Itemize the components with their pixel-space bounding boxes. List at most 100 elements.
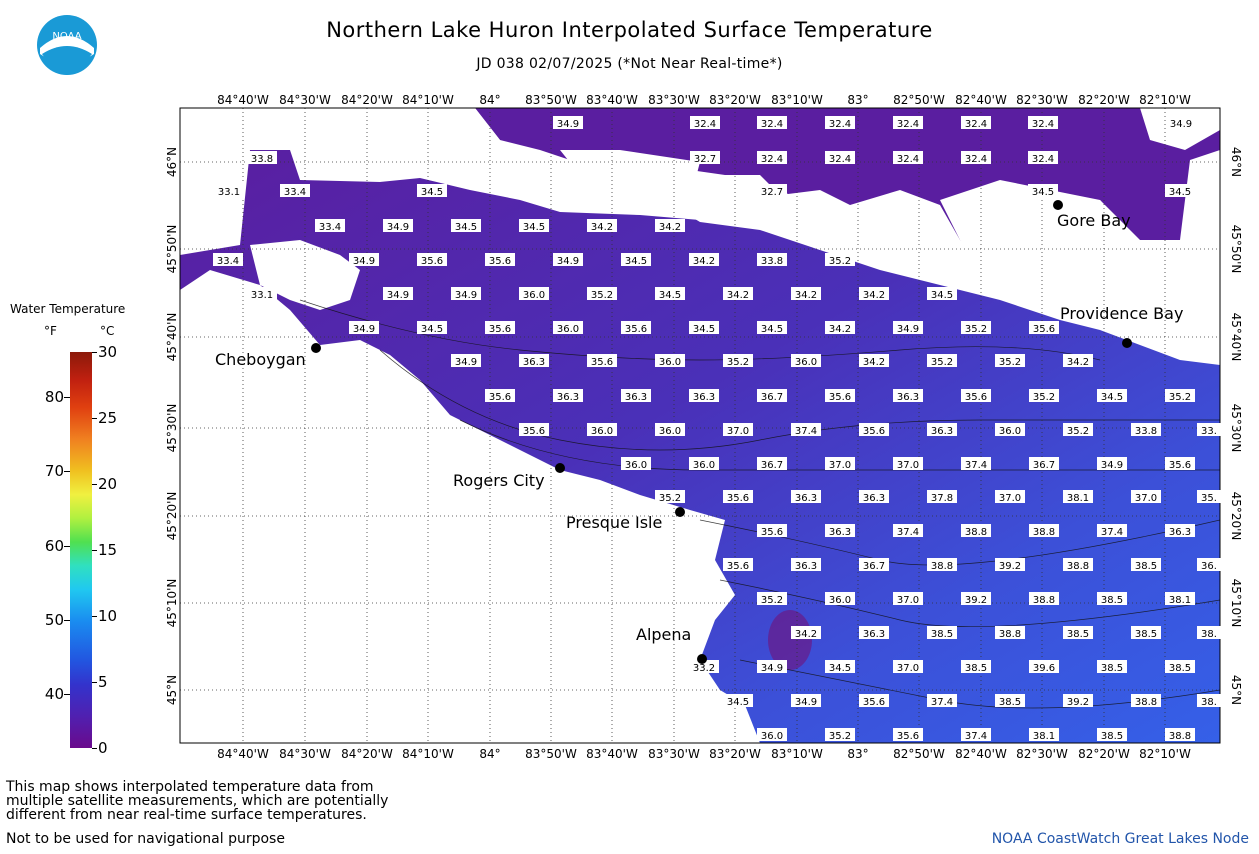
temperature-value: 35.6 (625, 324, 647, 335)
temperature-label: 38.1 (1029, 728, 1059, 742)
temperature-label: 34.9 (757, 660, 787, 674)
temperature-label: 36.3 (927, 423, 957, 437)
manitoulin-east (940, 180, 1130, 270)
temperature-value: 34.5 (659, 290, 681, 301)
temperature-label: 36.0 (995, 423, 1025, 437)
credit-link[interactable]: NOAA CoastWatch Great Lakes Node (991, 831, 1249, 847)
temperature-label: 35.2 (961, 321, 991, 335)
temperature-value: 37.0 (897, 460, 919, 471)
temperature-label: 36.3 (825, 524, 855, 538)
temperature-value: 38.5 (1169, 663, 1191, 674)
lon-label: 82°10'W (1139, 747, 1191, 761)
city-label-gore-bay: Gore Bay (1057, 211, 1131, 230)
temperature-value: 38.1 (1169, 595, 1191, 606)
temperature-label: 32.4 (893, 151, 923, 165)
temperature-value: 34.2 (693, 256, 715, 267)
temperature-value: 36.3 (795, 493, 817, 504)
lon-label: 83°10'W (771, 747, 823, 761)
temperature-label: 32.4 (1028, 116, 1058, 130)
temperature-label: 38.5 (1097, 728, 1127, 742)
temperature-value: 37.8 (931, 493, 953, 504)
lat-label: 45°N (165, 675, 179, 705)
temperature-label: 34.9 (1166, 116, 1196, 130)
lat-label: 45°30'N (165, 404, 179, 453)
temperature-value: 32.7 (761, 187, 783, 198)
temperature-label: 34.5 (1028, 184, 1058, 198)
temperature-label: 34.5 (757, 321, 787, 335)
lat-label: 45°10'N (1229, 579, 1243, 628)
temperature-label: 35.6 (825, 389, 855, 403)
temperature-label: 34.9 (553, 253, 583, 267)
temperature-labels: 34.9 32.4 32.4 32.4 32.4 32.4 32.4 34.9 33.8 32.7… (213, 116, 1221, 742)
legend-tick-c: 0 (98, 739, 108, 757)
lon-label: 84°20'W (341, 747, 393, 761)
temperature-value: 37.0 (727, 426, 749, 437)
temperature-label: 37.0 (1131, 490, 1161, 504)
temperature-label: 34.5 (655, 287, 685, 301)
cheboygan-marker (311, 343, 321, 353)
temperature-label: 33.8 (247, 151, 277, 165)
temperature-value: 34.9 (557, 119, 579, 130)
lon-label: 82°30'W (1016, 747, 1068, 761)
lon-label: 82°20'W (1078, 747, 1130, 761)
legend-tickmark (64, 694, 70, 695)
temperature-label: 37.0 (825, 457, 855, 471)
temperature-value: 35.6 (829, 392, 851, 403)
lat-label: 45°N (1229, 675, 1243, 705)
temperature-value: 34.9 (353, 256, 375, 267)
temperature-value: 36.3 (557, 392, 579, 403)
temperature-label: 38.8 (1029, 592, 1059, 606)
temperature-label: 32.4 (757, 151, 787, 165)
temperature-value: 35.6 (489, 256, 511, 267)
temperature-label: 36.7 (859, 558, 889, 572)
temperature-value: 34.5 (761, 324, 783, 335)
temperature-label: 37.4 (1097, 524, 1127, 538)
temperature-value: 34.2 (795, 629, 817, 640)
temperature-label: 36.0 (757, 728, 787, 742)
temperature-label: 36.7 (757, 457, 787, 471)
temperature-value: 37.0 (1135, 493, 1157, 504)
lon-label: 82°50'W (893, 747, 945, 761)
legend-tick-c: 15 (98, 541, 118, 559)
temperature-label: 37.4 (893, 524, 923, 538)
temperature-label: 37.0 (995, 490, 1025, 504)
temperature-value: 36.3 (625, 392, 647, 403)
temperature-label: 35.6 (723, 558, 753, 572)
temperature-label: 37.4 (961, 728, 991, 742)
temperature-value: 36.7 (863, 561, 885, 572)
legend-tickmark (92, 748, 97, 749)
lon-label: 83°10'W (771, 93, 823, 107)
alpena-marker (697, 654, 707, 664)
temperature-label: 38. (1197, 694, 1221, 708)
temperature-label: 37.0 (893, 457, 923, 471)
temperature-label: 34.2 (587, 219, 617, 233)
footer-note: This map shows interpolated temperature … (6, 780, 388, 822)
temperature-label: 37.0 (893, 660, 923, 674)
temperature-value: 38.8 (1169, 731, 1191, 742)
temperature-label: 35.2 (927, 354, 957, 368)
temperature-label: 32.4 (961, 116, 991, 130)
temperature-label: 33.4 (315, 219, 345, 233)
temperature-label: 35.2 (723, 354, 753, 368)
temperature-label: 32.4 (825, 116, 855, 130)
temperature-value: 34.2 (1067, 357, 1089, 368)
temperature-value: 37.0 (897, 663, 919, 674)
temperature-label: 34.9 (553, 116, 583, 130)
temperature-value: 34.5 (421, 324, 443, 335)
temperature-label: 36. (1197, 558, 1221, 572)
lat-label: 46°N (1229, 147, 1243, 177)
legend-tick-f: 50 (44, 611, 64, 629)
temperature-label: 32.4 (690, 116, 720, 130)
temperature-label: 34.9 (451, 354, 481, 368)
temperature-value: 35.2 (829, 731, 851, 742)
temperature-value: 36.3 (693, 392, 715, 403)
temperature-label: 35.6 (1165, 457, 1195, 471)
temperature-value: 35.2 (1169, 392, 1191, 403)
temperature-label: 34.5 (1097, 389, 1127, 403)
temperature-value: 38. (1201, 629, 1217, 640)
temperature-value: 32.4 (694, 119, 716, 130)
footer-note-line: different from near real-time surface te… (6, 807, 367, 823)
lat-label: 46°N (165, 147, 179, 177)
temperature-value: 35.6 (761, 527, 783, 538)
legend-tick-f: 40 (44, 685, 64, 703)
